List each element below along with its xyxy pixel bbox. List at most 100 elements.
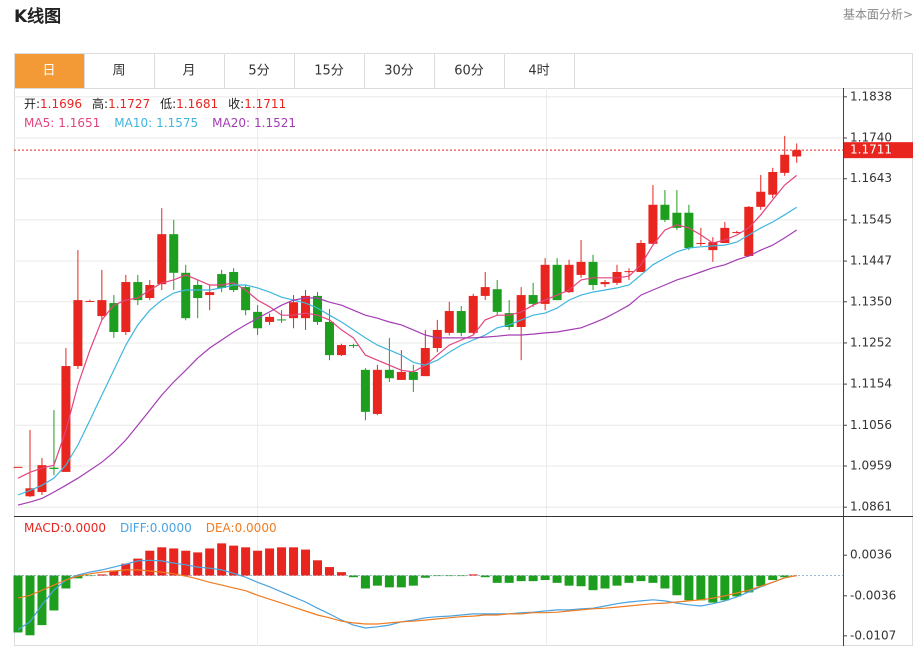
tab[interactable]: 60分 bbox=[454, 64, 484, 79]
tab[interactable]: 30分 bbox=[384, 64, 414, 79]
candle-body bbox=[37, 465, 47, 493]
candle-body bbox=[109, 303, 119, 333]
candle-body bbox=[648, 204, 658, 244]
macd-bar bbox=[504, 575, 514, 583]
candle-body bbox=[193, 284, 203, 299]
tab[interactable]: 周 bbox=[112, 64, 125, 79]
candle-body bbox=[540, 264, 550, 304]
candle-body bbox=[684, 212, 694, 249]
candle-body bbox=[73, 300, 83, 367]
candle-body bbox=[504, 313, 514, 327]
plot-layer: 1.1838 1.1740 1.1643 1.1545 1.1447 1.1350 1.12… bbox=[13, 89, 913, 642]
candle-body bbox=[552, 264, 562, 301]
legend-name: MACD: bbox=[24, 521, 64, 535]
macd-bar bbox=[372, 575, 382, 586]
candle-body bbox=[492, 289, 502, 312]
tab[interactable]: 月 bbox=[182, 64, 195, 79]
candle-body bbox=[660, 204, 670, 220]
candle-body bbox=[696, 242, 706, 244]
legend-value: 0.0000 bbox=[235, 521, 277, 535]
macd-bar bbox=[780, 575, 790, 578]
candle-body bbox=[49, 467, 59, 469]
macd-bar bbox=[193, 552, 203, 576]
candle-body bbox=[768, 172, 778, 195]
tab-bg[interactable] bbox=[434, 53, 505, 89]
macd-bar bbox=[73, 575, 83, 579]
legend-name: MA5: bbox=[24, 116, 54, 130]
macd-bar bbox=[552, 575, 562, 583]
tab-bar: 日 周 月 5分 15分 30分 60分 4时 bbox=[14, 53, 575, 89]
macd-bar bbox=[169, 548, 179, 576]
macd-bar bbox=[85, 575, 95, 577]
legend: MA5: 1.1651 MA10: 1.1575 MA20: 1.1521 bbox=[24, 116, 296, 130]
macd-bar bbox=[360, 575, 370, 589]
macd-bar bbox=[624, 575, 634, 583]
legend-name: DEA: bbox=[206, 521, 235, 535]
macd-bar bbox=[25, 575, 35, 636]
macd-bar bbox=[289, 547, 299, 576]
candle-body bbox=[720, 227, 730, 243]
legend-value: 1.1651 bbox=[58, 116, 100, 130]
candle-body bbox=[121, 282, 131, 333]
macd-bar bbox=[564, 575, 574, 586]
y-tick-label: 1.0959 bbox=[850, 459, 892, 473]
legend-value: 1.1575 bbox=[156, 116, 198, 130]
y-tick-label: 1.1740 bbox=[850, 130, 892, 144]
tab-bg[interactable] bbox=[364, 53, 435, 89]
ohlc-label: 高: bbox=[92, 96, 108, 111]
fundamental-link[interactable]: 基本面分析> bbox=[843, 8, 913, 22]
macd-bar bbox=[420, 575, 430, 578]
macd-bar bbox=[348, 575, 358, 578]
macd-bar bbox=[301, 549, 311, 576]
candle-body bbox=[624, 271, 634, 273]
macd-bar bbox=[13, 575, 23, 633]
tab[interactable]: 15分 bbox=[314, 64, 344, 79]
macd-bar bbox=[253, 550, 263, 576]
legend-name: MA10: bbox=[114, 116, 152, 130]
macd-bar bbox=[145, 550, 155, 576]
macd-bar bbox=[205, 548, 215, 576]
macd-bar bbox=[480, 575, 490, 578]
candle-body bbox=[456, 311, 466, 333]
tab-bg[interactable] bbox=[504, 53, 575, 89]
y-tick-label: 0.0036 bbox=[850, 548, 892, 562]
tab[interactable]: 5分 bbox=[248, 64, 269, 79]
candle-body bbox=[241, 287, 251, 311]
macd-bar bbox=[672, 575, 682, 596]
candle-body bbox=[756, 191, 766, 207]
candle-body bbox=[636, 242, 646, 272]
macd-bar bbox=[588, 575, 598, 591]
macd-bar bbox=[708, 575, 718, 603]
macd-bar bbox=[648, 575, 658, 583]
legend-value: 0.0000 bbox=[150, 521, 192, 535]
macd-bar bbox=[444, 575, 454, 577]
macd-bar bbox=[528, 575, 538, 582]
tab-active-bg[interactable] bbox=[14, 53, 85, 89]
candle-body bbox=[157, 234, 167, 285]
macd-bar bbox=[744, 575, 754, 593]
last-price-tag bbox=[844, 142, 913, 159]
macd-bar bbox=[756, 575, 766, 587]
tab[interactable]: 4时 bbox=[528, 64, 549, 79]
candle-body bbox=[85, 300, 95, 302]
tab-bg[interactable] bbox=[224, 53, 295, 89]
candle-body bbox=[265, 316, 275, 322]
y-tick-label: 1.1545 bbox=[850, 212, 892, 226]
tab-bg[interactable] bbox=[154, 53, 225, 89]
macd-bar bbox=[229, 545, 239, 576]
candle-body bbox=[576, 261, 586, 275]
macd-bar bbox=[313, 560, 322, 576]
tab[interactable]: 日 bbox=[42, 64, 55, 79]
macd-bar bbox=[49, 575, 59, 611]
y-tick-label: 1.0861 bbox=[850, 500, 892, 514]
macd-bar bbox=[324, 567, 334, 576]
y-tick-label: 1.1350 bbox=[850, 294, 892, 308]
y-tick-label: 1.1838 bbox=[850, 89, 892, 103]
y-tick-label: -0.0107 bbox=[850, 628, 896, 642]
macd-bar bbox=[540, 575, 550, 581]
candle-body bbox=[301, 295, 311, 319]
macd-bar bbox=[768, 575, 778, 581]
candle-body bbox=[468, 295, 478, 333]
candle-body bbox=[744, 206, 754, 257]
y-tick-label: -0.0036 bbox=[850, 588, 896, 602]
